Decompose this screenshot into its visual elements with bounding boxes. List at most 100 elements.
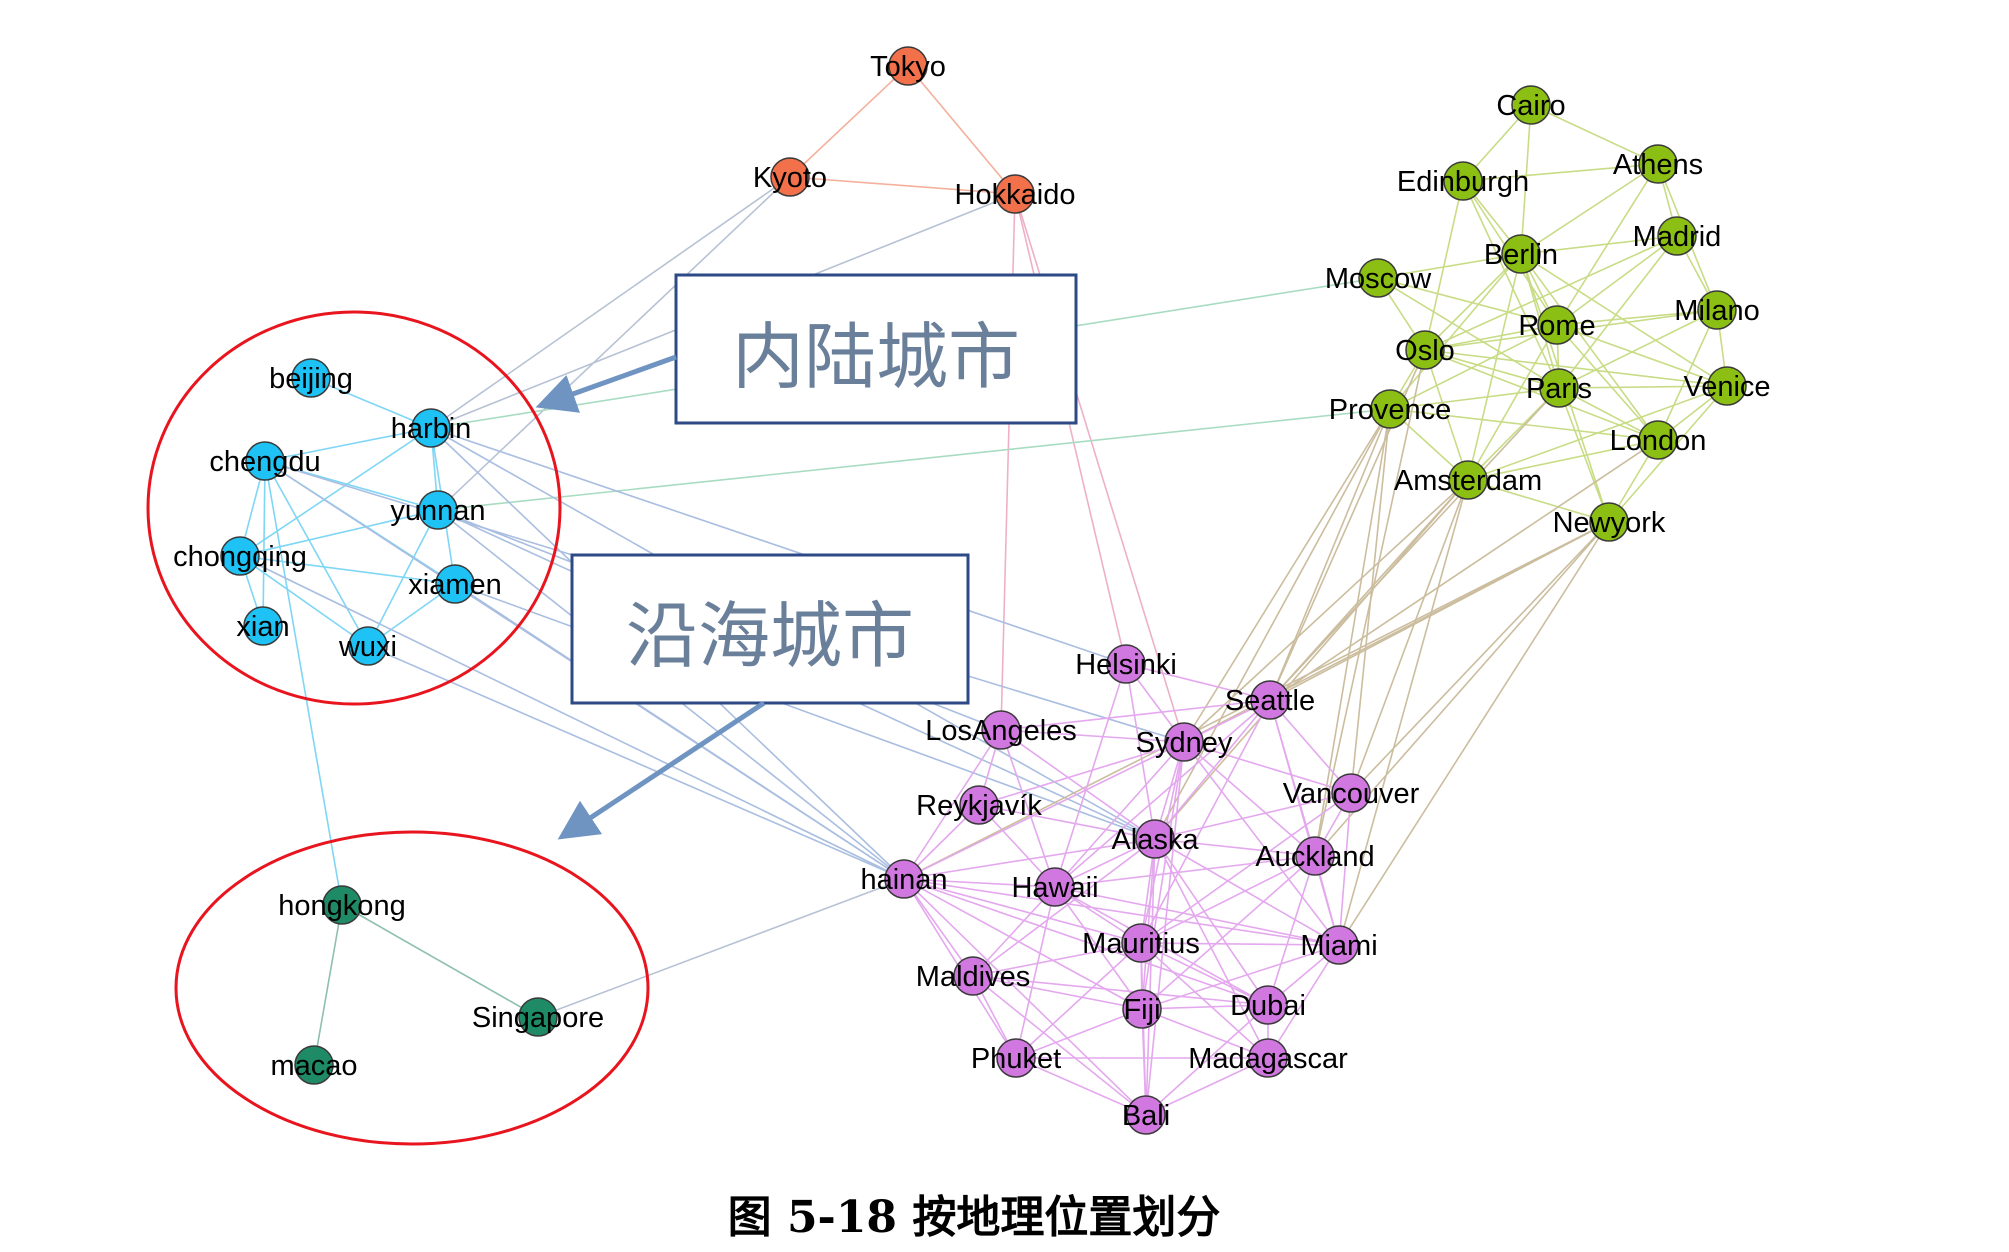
edge-Edinburgh-Paris bbox=[1462, 180, 1560, 389]
edge-Mauritius-Phuket bbox=[1015, 942, 1142, 1059]
edge-Moscow-Rome bbox=[1377, 277, 1558, 326]
edge-Alaska-Miami bbox=[1154, 838, 1340, 946]
node-label-fiji: Fiji bbox=[1123, 994, 1160, 1026]
node-vancouver bbox=[1331, 773, 1371, 813]
edge-Maldives-Dubai bbox=[972, 975, 1269, 1006]
node-phuket bbox=[996, 1038, 1036, 1078]
edge-hainan-Bali bbox=[903, 878, 1147, 1116]
edge-Hokkaido-Helsinki bbox=[1014, 193, 1127, 665]
node-label-venice: Venice bbox=[1683, 371, 1770, 403]
edge-Sydney-Bali bbox=[1145, 741, 1185, 1116]
inland-arrow bbox=[535, 354, 677, 413]
node-madrid bbox=[1657, 216, 1697, 256]
node-label-hainan: hainan bbox=[860, 864, 947, 896]
edge-Kyoto-harbin bbox=[430, 176, 791, 429]
node-newyork bbox=[1589, 502, 1629, 542]
node-label-seattle: Seattle bbox=[1225, 685, 1315, 717]
node-cairo bbox=[1511, 85, 1551, 125]
edge-Paris-Seattle bbox=[1269, 387, 1560, 701]
node-label-kyoto: Kyoto bbox=[753, 162, 827, 194]
node-xiamen bbox=[435, 564, 475, 604]
edge-LosAngeles-Sydney bbox=[1000, 729, 1185, 743]
node-label-alaska: Alaska bbox=[1111, 824, 1199, 856]
edge-wuxi-hainan bbox=[367, 645, 905, 880]
edge-Alaska-Bali bbox=[1145, 838, 1156, 1116]
edge-hainan-Miami bbox=[903, 878, 1340, 946]
edge-Madrid-Berlin bbox=[1520, 235, 1678, 255]
edge-Athens-Berlin bbox=[1520, 163, 1659, 255]
node-label-auckland: Auckland bbox=[1255, 841, 1374, 873]
node-label-madagascar: Madagascar bbox=[1188, 1043, 1348, 1075]
node-losangeles bbox=[981, 710, 1021, 750]
node-athens bbox=[1638, 144, 1678, 184]
node-label-london: London bbox=[1610, 425, 1707, 457]
node-label-harbin: harbin bbox=[391, 413, 472, 445]
edge-Auckland-Hawaii bbox=[1054, 855, 1316, 888]
edge-Rome-Oslo bbox=[1424, 324, 1558, 351]
node-label-dubai: Dubai bbox=[1230, 990, 1306, 1022]
node-label-chengdu: chengdu bbox=[209, 446, 320, 478]
edge-Mauritius-Miami bbox=[1140, 942, 1340, 946]
edge-Madrid-Rome bbox=[1556, 235, 1678, 326]
edge-Alaska-Fiji bbox=[1141, 838, 1156, 1010]
edge-Hawaii-Dubai bbox=[1054, 886, 1269, 1006]
edge-Helsinki-Seattle bbox=[1125, 663, 1271, 701]
node-label-hongkong: hongkong bbox=[278, 890, 405, 922]
edge-Amsterdam-Alaska bbox=[1154, 479, 1469, 840]
coastal-cities-ring bbox=[174, 830, 650, 1146]
edge-Alaska-Maldives bbox=[972, 838, 1156, 977]
edge-Hawaii-Maldives bbox=[972, 886, 1056, 977]
edge-hainan-Dubai bbox=[903, 878, 1269, 1006]
edge-LosAngeles-hainan bbox=[903, 729, 1002, 880]
node-rome bbox=[1537, 305, 1577, 345]
node-label-moscow: Moscow bbox=[1325, 263, 1432, 295]
edge-LosAngeles-Alaska bbox=[1000, 729, 1156, 840]
node-oslo bbox=[1405, 330, 1445, 370]
edge-Provence-Auckland bbox=[1314, 408, 1391, 857]
node-label-sydney: Sydney bbox=[1136, 727, 1233, 759]
node-label-helsinki: Helsinki bbox=[1075, 649, 1177, 681]
node-label-cairo: Cairo bbox=[1496, 90, 1565, 122]
edge-Milano-London bbox=[1657, 309, 1718, 441]
edge-Sydney-Auckland bbox=[1183, 741, 1316, 857]
edge-yunnan-chongqing bbox=[239, 509, 439, 557]
edge-Vancouver-Miami bbox=[1338, 792, 1352, 946]
edge-yunnan-Provence bbox=[437, 408, 1391, 511]
node-label-oslo: Oslo bbox=[1395, 335, 1455, 367]
edge-Singapore-hainan bbox=[537, 878, 905, 1018]
edge-Kyoto-Hokkaido bbox=[789, 176, 1016, 195]
node-harbin bbox=[411, 408, 451, 448]
edge-Kyoto-yunnan bbox=[437, 176, 791, 511]
node-tokyo bbox=[888, 46, 928, 86]
node-seattle bbox=[1250, 680, 1290, 720]
edge-hainan-Fiji bbox=[903, 878, 1143, 1010]
edge-London-Amsterdam bbox=[1467, 439, 1659, 481]
labels-layer: Tokyo Kyoto Hokkaido beijing harbin chengdu yu… bbox=[173, 51, 1770, 1132]
node-dubai bbox=[1248, 985, 1288, 1025]
node-london bbox=[1638, 420, 1678, 460]
figure-caption: 图 5-18 按地理位置划分 bbox=[728, 1192, 1221, 1243]
edge-Seattle-Vancouver bbox=[1269, 699, 1352, 794]
edge-Miami-Fiji bbox=[1141, 944, 1340, 1010]
edge-harbin-chongqing bbox=[239, 427, 432, 557]
edge-Fiji-Madagascar bbox=[1141, 1008, 1269, 1059]
node-label-losangeles: LosAngeles bbox=[925, 715, 1077, 747]
edge-Provence-London bbox=[1389, 408, 1659, 441]
node-label-xiamen: xiamen bbox=[408, 569, 502, 601]
edge-Rome-London bbox=[1556, 324, 1659, 441]
coastal-callout-box bbox=[570, 553, 970, 705]
node-label-vancouver: Vancouver bbox=[1283, 778, 1420, 810]
edge-chengdu-wuxi bbox=[264, 460, 369, 647]
edge-Hawaii-Phuket bbox=[1015, 886, 1056, 1059]
node-bali bbox=[1126, 1095, 1166, 1135]
edge-Alaska-Auckland bbox=[1154, 838, 1316, 857]
node-milano bbox=[1697, 290, 1737, 330]
node-label-mauritius: Mauritius bbox=[1082, 928, 1200, 960]
edge-hongkong-macao bbox=[313, 904, 343, 1066]
node-label-paris: Paris bbox=[1526, 373, 1592, 405]
edge-Edinburgh-Oslo bbox=[1424, 180, 1464, 351]
node-label-chongqing: chongqing bbox=[173, 541, 307, 573]
edge-Madrid-Paris bbox=[1558, 235, 1678, 389]
edge-Alaska-hainan bbox=[903, 838, 1156, 880]
